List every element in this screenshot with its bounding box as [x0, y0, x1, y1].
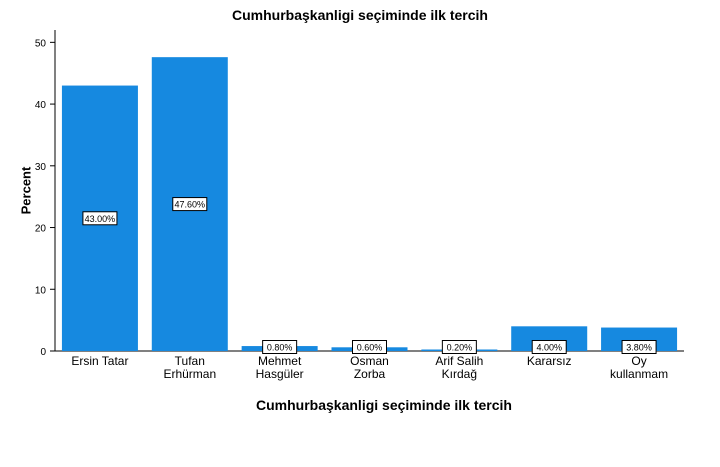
y-tick-label: 20 — [35, 224, 47, 235]
x-tick-label-line: Osman — [350, 354, 389, 368]
data-label: 0.60% — [357, 343, 383, 353]
data-label-box — [531, 340, 567, 354]
data-label: 0.20% — [447, 343, 473, 353]
data-label: 3.80% — [626, 343, 652, 353]
x-tick-label-line: Hasgüler — [256, 367, 304, 381]
y-tick-label: 50 — [35, 38, 47, 49]
data-label-box — [621, 340, 657, 354]
data-label-box — [352, 340, 387, 354]
y-tick-label: 40 — [35, 100, 47, 111]
x-tick-label: Mehmet Hasgüler — [256, 354, 304, 381]
x-tick-label: Oy kullanmam — [610, 354, 668, 381]
x-tick-label-line: Ersin Tatar — [71, 354, 128, 368]
x-tick-labels: Ersin Tatar Tufan Erhürman Mehmet Hasgüler Os… — [71, 354, 668, 381]
data-label-box — [441, 340, 477, 354]
x-tick-label-line: Arif Salih — [435, 354, 483, 368]
data-label: 47.60% — [175, 200, 206, 210]
y-axis-label: Percent — [18, 166, 34, 215]
x-tick-label-line: kullanmam — [610, 367, 668, 381]
data-label-box — [262, 340, 298, 354]
data-label: 0.80% — [267, 343, 293, 353]
data-label-box — [172, 197, 208, 212]
data-label: 43.00% — [85, 214, 116, 224]
chart-title: Cumhurbaşkanligi seçiminde ilk tercih — [232, 7, 488, 23]
data-label-box — [82, 211, 118, 226]
x-tick-label-line: Kararsız — [527, 354, 572, 368]
x-tick-label-line: Mehmet — [258, 354, 302, 368]
x-tick-label-line: Oy — [631, 354, 646, 368]
data-label: 4.00% — [536, 343, 562, 353]
y-tick-label: 0 — [40, 347, 46, 358]
data-labels: 43.00% 47.60% 0.80% 0.60% 0.20% 4.00% 3.80% — [82, 197, 657, 354]
bar — [601, 327, 678, 351]
x-axis-label: Cumhurbaşkanligi seçiminde ilk tercih — [256, 397, 512, 413]
y-tick-label: 30 — [35, 162, 47, 173]
x-tick-label: Osman Zorba — [350, 354, 389, 381]
y-tick-label: 10 — [35, 285, 47, 296]
x-tick-label-line: Zorba — [354, 367, 386, 381]
x-tick-label: Tufan Erhürman — [163, 354, 216, 381]
x-tick-label-line: Erhürman — [163, 367, 216, 381]
x-tick-label-line: Kırdağ — [442, 367, 477, 381]
x-tick-label: Ersin Tatar — [71, 354, 128, 368]
bars — [61, 57, 678, 352]
x-tick-label: Kararsız — [527, 354, 572, 368]
x-tick-label: Arif Salih Kırdağ — [435, 354, 483, 381]
x-tick-label-line: Tufan — [175, 354, 205, 368]
